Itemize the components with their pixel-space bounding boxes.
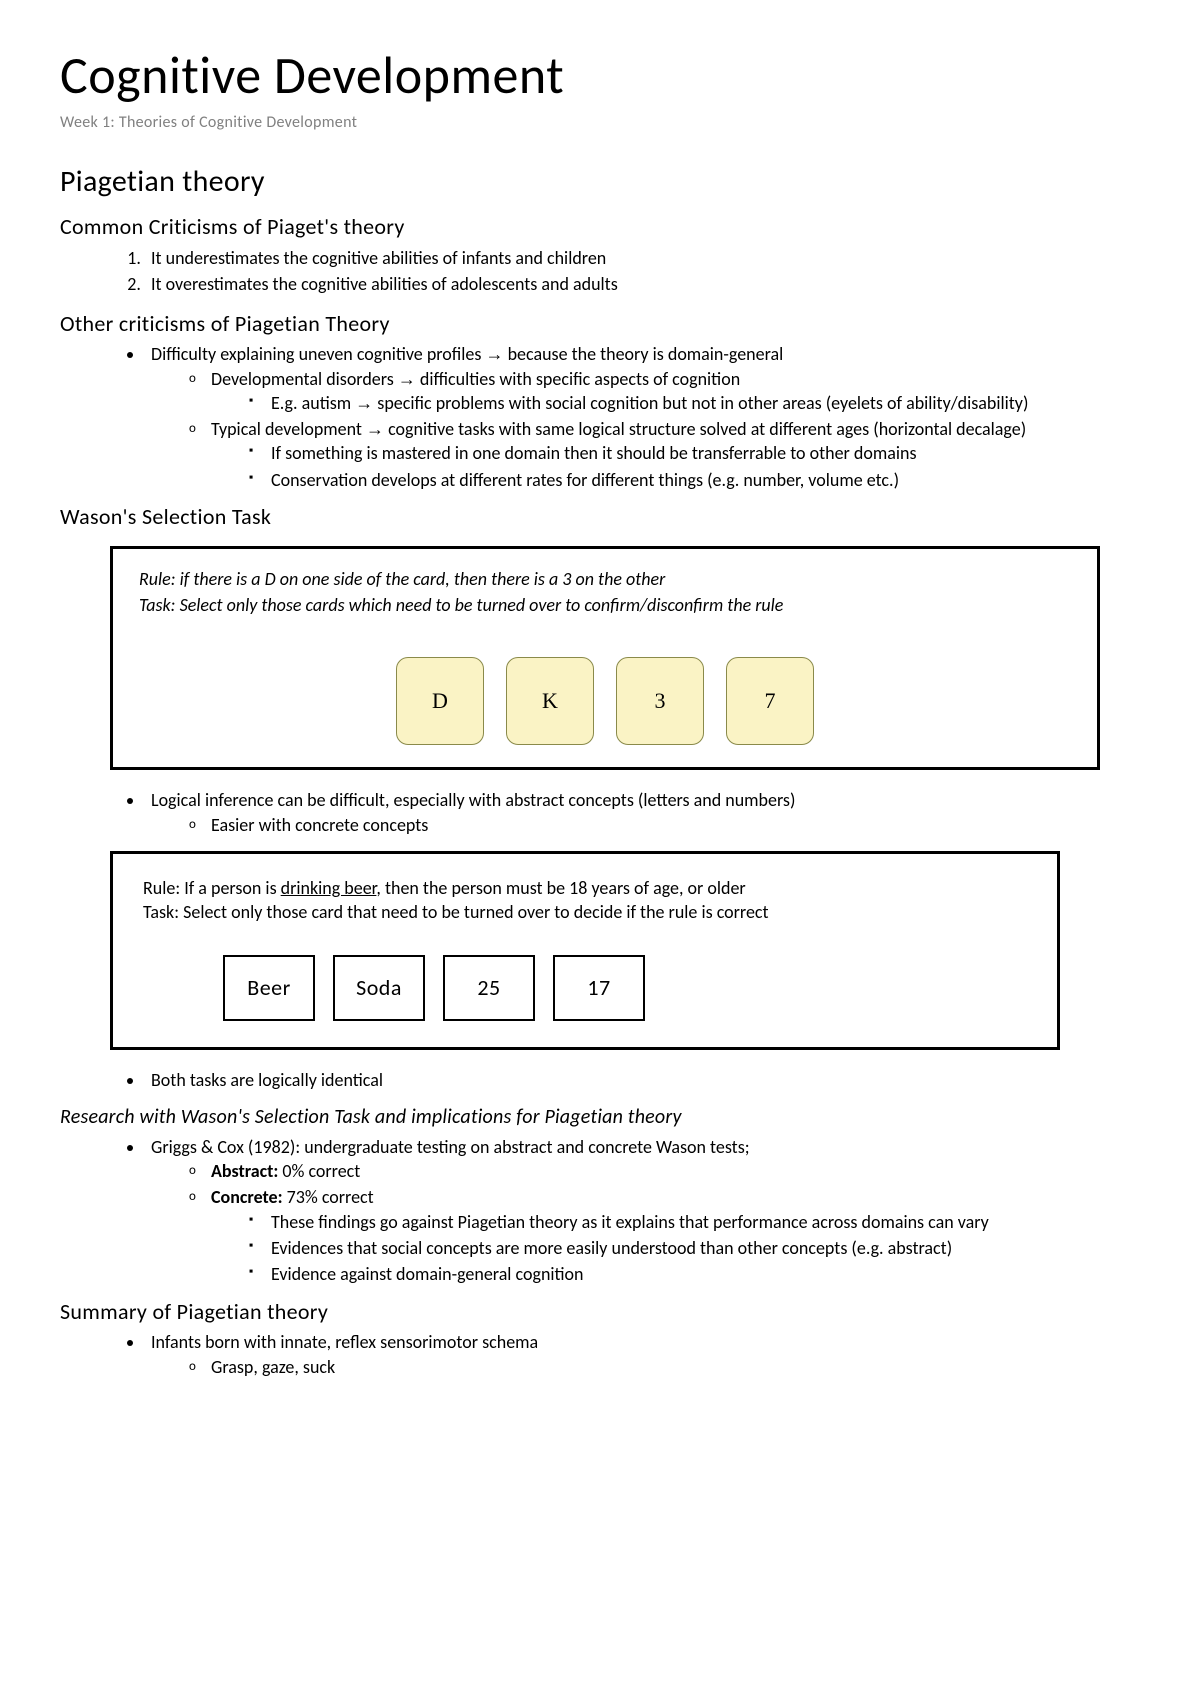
wason-rule: Rule: if there is a D on one side of the… xyxy=(139,567,1071,591)
list-item: Evidence against domain-general cognitio… xyxy=(249,1262,1140,1286)
arrow-icon: → xyxy=(355,393,373,413)
list-item: These findings go against Piagetian theo… xyxy=(249,1210,1140,1234)
wason-card: 25 xyxy=(443,955,535,1021)
list-item: Griggs & Cox (1982): undergraduate testi… xyxy=(145,1135,1140,1287)
heading-common-criticisms: Common Criticisms of Piaget's theory xyxy=(60,212,1140,242)
after-wason1-list: Logical inference can be difficult, espe… xyxy=(145,788,1140,837)
summary-list: Infants born with innate, reflex sensori… xyxy=(145,1330,1140,1379)
heading-research: Research with Wason's Selection Task and… xyxy=(60,1104,1140,1131)
page-title: Cognitive Development xyxy=(60,40,1140,110)
page-subtitle: Week 1: Theories of Cognitive Developmen… xyxy=(60,112,1140,134)
list-item: Easier with concrete concepts xyxy=(189,813,1140,837)
heading-summary: Summary of Piagetian theory xyxy=(60,1297,1140,1327)
wason-task-box-1: Rule: if there is a D on one side of the… xyxy=(110,546,1100,771)
list-item: Typical development → cognitive tasks wi… xyxy=(189,417,1140,492)
list-item: Conservation develops at different rates… xyxy=(249,468,1140,492)
heading-wason: Wason's Selection Task xyxy=(60,502,1140,532)
research-list: Griggs & Cox (1982): undergraduate testi… xyxy=(145,1135,1140,1287)
heading-piagetian: Piagetian theory xyxy=(60,162,1140,203)
list-item: Logical inference can be difficult, espe… xyxy=(145,788,1140,837)
wason-card: D xyxy=(396,657,484,745)
after-wason2-list: Both tasks are logically identical xyxy=(145,1068,1140,1092)
list-item: It underestimates the cognitive abilitie… xyxy=(145,246,1140,270)
wason-task-box-2: Rule: If a person is drinking beer, then… xyxy=(110,851,1060,1050)
wason-cards-row: Beer Soda 25 17 xyxy=(223,955,1027,1021)
list-item: If something is mastered in one domain t… xyxy=(249,441,1140,465)
list-item: Both tasks are logically identical xyxy=(145,1068,1140,1092)
wason-task: Task: Select only those cards which need… xyxy=(139,593,1071,617)
wason-rule: Rule: If a person is drinking beer, then… xyxy=(143,876,1027,900)
list-item: Concrete: 73% correct These findings go … xyxy=(189,1185,1140,1286)
wason-cards-row: D K 3 7 xyxy=(139,657,1071,745)
wason-card: Soda xyxy=(333,955,425,1021)
wason-card: K xyxy=(506,657,594,745)
list-item: Abstract: 0% correct xyxy=(189,1159,1140,1183)
list-item: E.g. autism → specific problems with soc… xyxy=(249,391,1140,415)
heading-other-criticisms: Other criticisms of Piagetian Theory xyxy=(60,309,1140,339)
list-item: Evidences that social concepts are more … xyxy=(249,1236,1140,1260)
common-criticisms-list: It underestimates the cognitive abilitie… xyxy=(145,246,1140,297)
other-criticisms-list: Difficulty explaining uneven cognitive p… xyxy=(145,342,1140,492)
wason-card: Beer xyxy=(223,955,315,1021)
list-item: Developmental disorders → difficulties w… xyxy=(189,367,1140,416)
list-item: It overestimates the cognitive abilities… xyxy=(145,272,1140,296)
arrow-icon: → xyxy=(398,369,416,389)
wason-card: 7 xyxy=(726,657,814,745)
wason-card: 17 xyxy=(553,955,645,1021)
wason-card: 3 xyxy=(616,657,704,745)
arrow-icon: → xyxy=(486,344,504,364)
list-item: Infants born with innate, reflex sensori… xyxy=(145,1330,1140,1379)
arrow-icon: → xyxy=(366,419,384,439)
list-item: Difficulty explaining uneven cognitive p… xyxy=(145,342,1140,492)
wason-task: Task: Select only those card that need t… xyxy=(143,900,1027,924)
list-item: Grasp, gaze, suck xyxy=(189,1355,1140,1379)
